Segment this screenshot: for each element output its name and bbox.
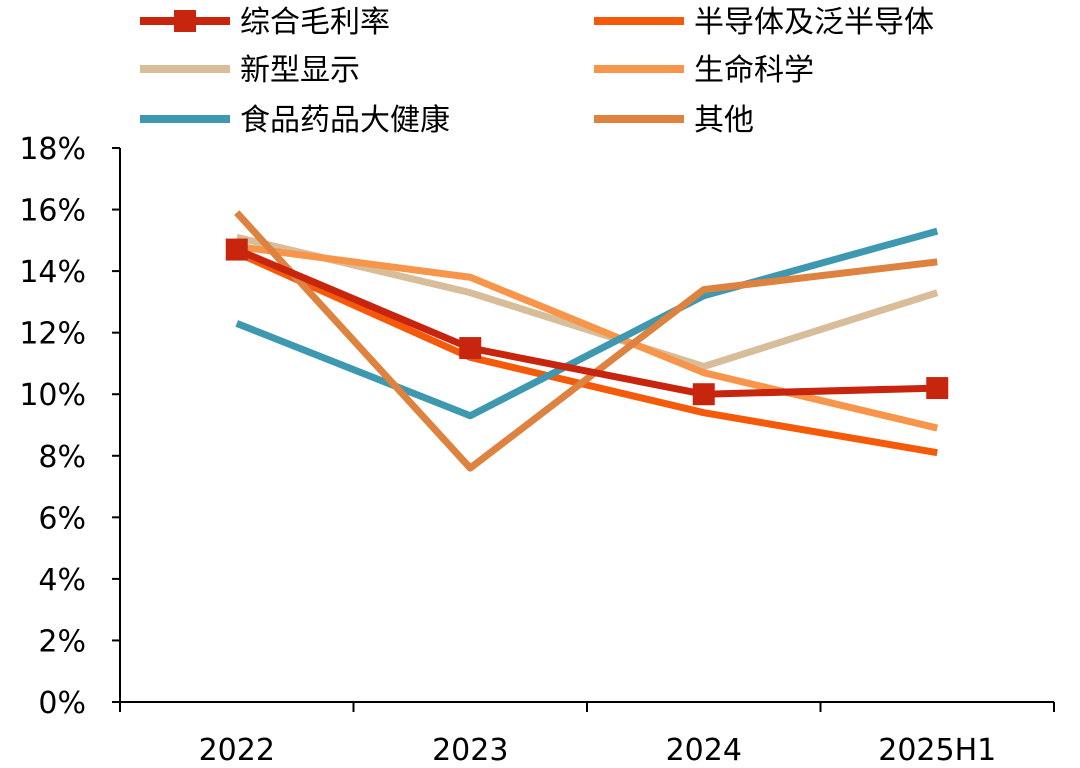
series-5 bbox=[234, 210, 938, 472]
y-tick-label: 8% bbox=[38, 440, 86, 475]
series-line bbox=[236, 243, 939, 432]
y-tick-label: 0% bbox=[38, 686, 86, 721]
legend-item: 生命科学 bbox=[594, 53, 814, 88]
data-point bbox=[692, 383, 715, 406]
series-4 bbox=[235, 227, 939, 420]
series-0 bbox=[225, 238, 949, 406]
y-tick-label: 18% bbox=[19, 132, 86, 167]
y-tick-label: 6% bbox=[38, 501, 86, 536]
legend-item: 食品药品大健康 bbox=[140, 103, 450, 138]
y-tick-label: 2% bbox=[38, 624, 86, 659]
legend-item: 综合毛利率 bbox=[140, 5, 390, 40]
data-point bbox=[926, 377, 949, 400]
x-tick-label: 2024 bbox=[666, 733, 742, 768]
x-tick-label: 2023 bbox=[432, 733, 508, 768]
y-tick-label: 12% bbox=[19, 317, 86, 352]
legend-item: 新型显示 bbox=[140, 53, 360, 88]
y-tick-label: 16% bbox=[19, 194, 86, 229]
y-tick-label: 10% bbox=[19, 378, 86, 413]
legend-label: 综合毛利率 bbox=[240, 5, 390, 40]
y-tick-label: 4% bbox=[38, 563, 86, 598]
legend-label: 生命科学 bbox=[694, 53, 814, 88]
data-point bbox=[225, 238, 248, 261]
series-layer bbox=[225, 210, 949, 472]
legend-label: 新型显示 bbox=[240, 53, 360, 88]
series-line bbox=[235, 227, 939, 420]
x-tick-label: 2025H1 bbox=[878, 733, 996, 768]
legend-label: 其他 bbox=[694, 103, 754, 138]
data-point bbox=[459, 337, 482, 360]
legend-item: 其他 bbox=[594, 103, 754, 138]
x-tick-label: 2022 bbox=[199, 733, 275, 768]
legend-label: 食品药品大健康 bbox=[240, 103, 450, 138]
legend-label: 半导体及泛半导体 bbox=[694, 5, 934, 40]
series-line bbox=[234, 210, 938, 472]
y-axis: 0% 2% 4% 6% 8% 10% 12% 14% 16% 18% bbox=[19, 132, 121, 721]
y-tick-label: 14% bbox=[19, 255, 86, 290]
x-axis: 2022 2023 2024 2025H1 bbox=[119, 701, 1055, 768]
legend-marker bbox=[174, 10, 196, 32]
series-line bbox=[235, 246, 938, 398]
series-line bbox=[235, 249, 938, 457]
legend-item: 半导体及泛半导体 bbox=[594, 5, 934, 40]
